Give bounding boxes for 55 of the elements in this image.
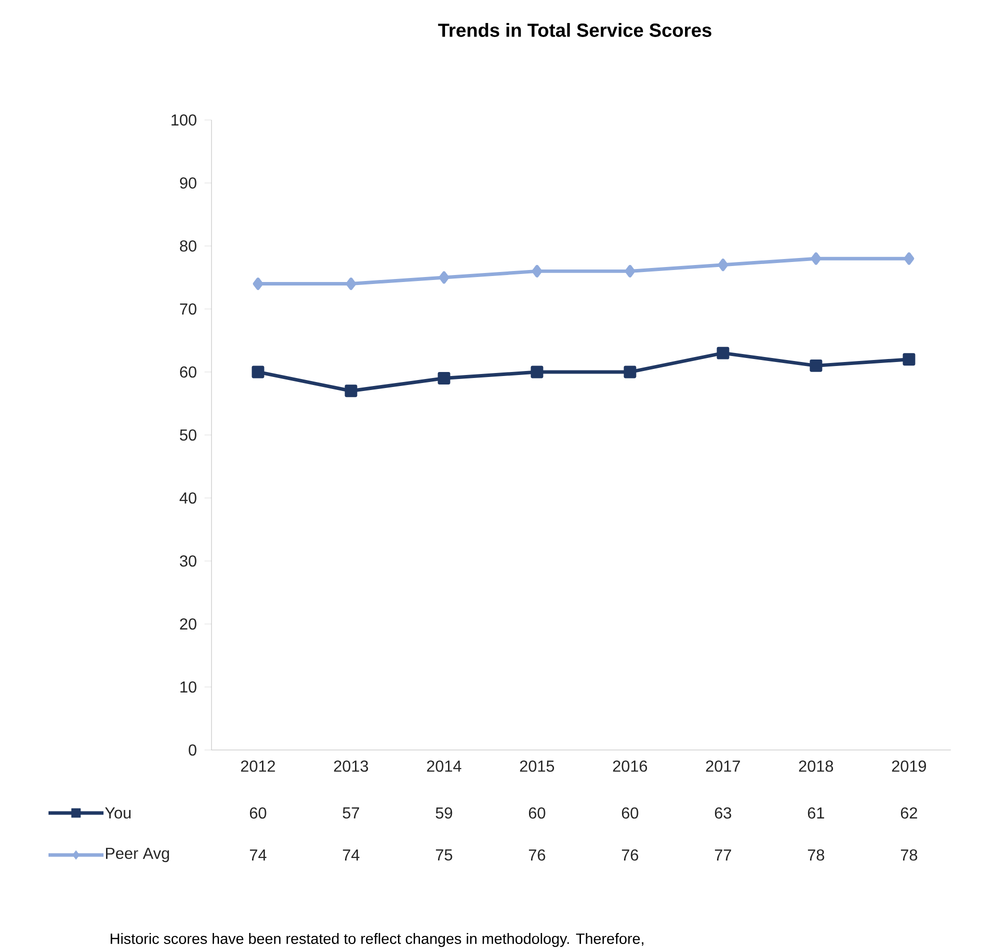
point <box>346 278 356 290</box>
y-tick-label: 20 <box>180 618 196 630</box>
legend-label: Peer Avg <box>106 848 169 862</box>
point <box>252 366 264 378</box>
point <box>716 346 730 360</box>
point <box>438 372 450 385</box>
chart-title: Trends in Total Service Scores <box>438 23 712 37</box>
x-tick-label: 2019 <box>892 760 926 772</box>
y-tick-label: 70 <box>180 303 196 315</box>
point <box>532 264 542 278</box>
text: Historic scores have been restated to reflect changes in methodology. Therefore, <box>110 933 644 947</box>
data-label: 61 <box>808 807 824 819</box>
legend-label: You <box>105 807 131 819</box>
x-tick-label: 2014 <box>427 760 462 772</box>
point <box>438 271 450 284</box>
y-tick-label: 10 <box>180 681 196 693</box>
y-tick-label: 80 <box>180 240 196 252</box>
x-tick-label: 2018 <box>799 760 834 772</box>
point <box>904 252 914 265</box>
y-tick-label: 90 <box>180 177 196 189</box>
point <box>252 278 264 290</box>
data-label: 78 <box>808 849 824 861</box>
point <box>810 252 822 265</box>
data-label: 60 <box>250 807 266 819</box>
data-label: 60 <box>622 807 638 819</box>
point <box>902 353 916 366</box>
data-label: 57 <box>342 807 360 819</box>
data-label: 63 <box>714 807 732 819</box>
data-label: 75 <box>436 849 452 861</box>
y-tick-label: 50 <box>180 429 196 441</box>
data-label: 59 <box>436 807 452 819</box>
data-label: 76 <box>622 849 638 861</box>
y-tick-label: 0 <box>188 744 196 756</box>
point <box>624 366 636 378</box>
y-tick-label: 60 <box>180 366 196 378</box>
y-tick-label: 30 <box>180 555 196 567</box>
data-label: 74 <box>342 850 360 860</box>
x-tick-label: 2017 <box>706 760 740 772</box>
x-tick-label: 2013 <box>334 760 368 772</box>
x-tick-label: 2015 <box>520 760 554 772</box>
data-label: 76 <box>528 849 546 861</box>
data-label: 74 <box>250 850 266 860</box>
y-tick-label: 100 <box>172 114 196 126</box>
x-tick-label: 2012 <box>241 760 275 772</box>
point <box>530 366 544 378</box>
data-label: 62 <box>900 807 918 819</box>
data-label: 77 <box>714 850 732 860</box>
point <box>810 359 822 372</box>
y-tick-label: 40 <box>180 492 196 504</box>
x-tick-label: 2016 <box>613 760 648 772</box>
point <box>624 264 636 278</box>
point <box>718 258 728 272</box>
data-label: 78 <box>900 849 918 861</box>
point <box>344 384 358 398</box>
data-label: 60 <box>528 807 546 819</box>
